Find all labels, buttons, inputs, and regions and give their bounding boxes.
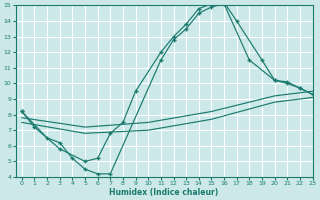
- X-axis label: Humidex (Indice chaleur): Humidex (Indice chaleur): [109, 188, 219, 197]
